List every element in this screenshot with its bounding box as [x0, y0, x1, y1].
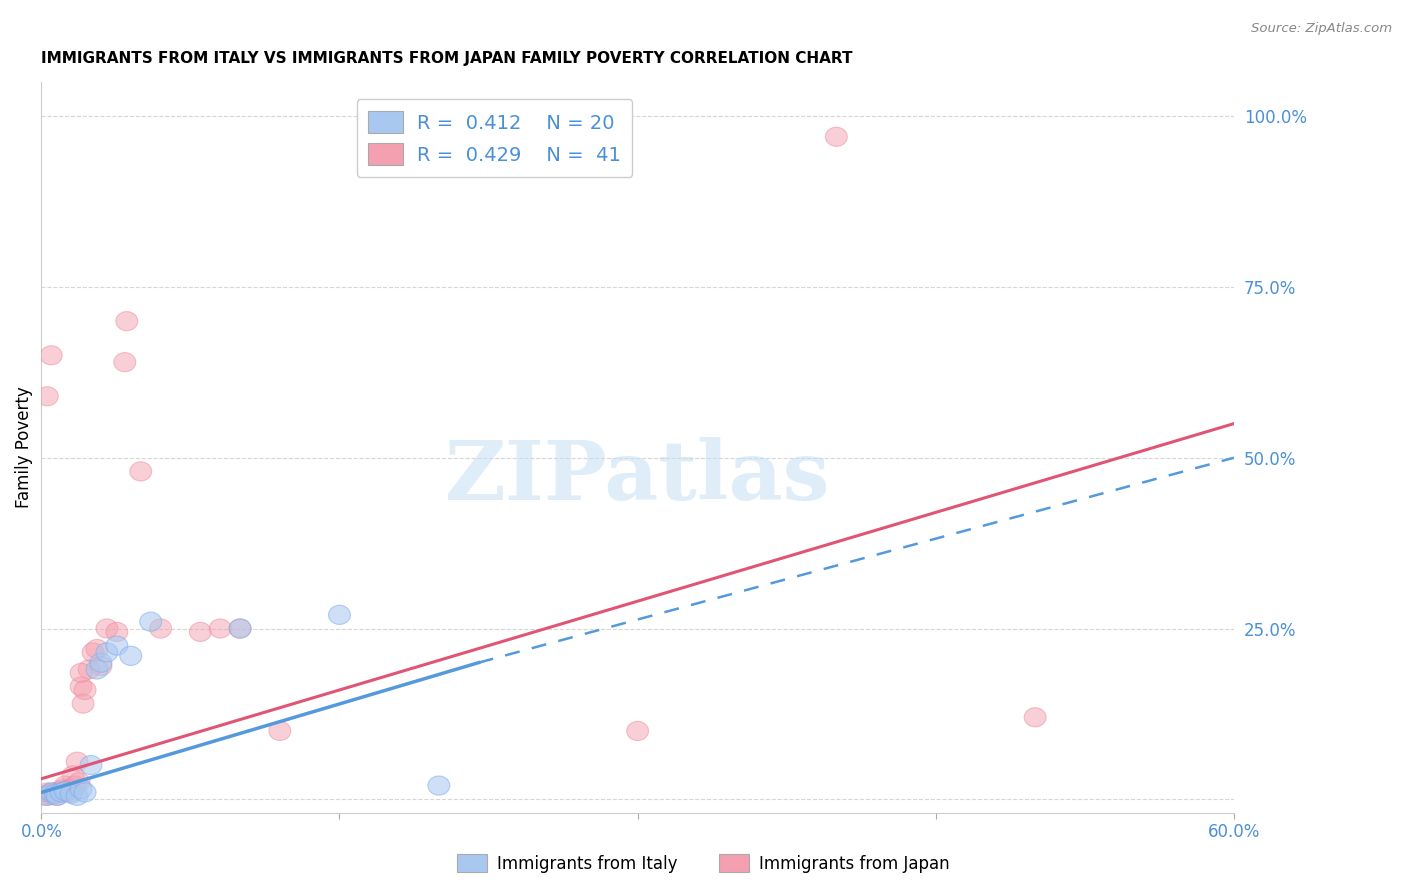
- Ellipse shape: [55, 781, 76, 801]
- Ellipse shape: [105, 636, 128, 655]
- Ellipse shape: [37, 387, 58, 406]
- Ellipse shape: [38, 784, 60, 804]
- Ellipse shape: [149, 619, 172, 638]
- Ellipse shape: [1024, 707, 1046, 727]
- Ellipse shape: [58, 780, 80, 798]
- Ellipse shape: [48, 781, 70, 801]
- Ellipse shape: [129, 462, 152, 481]
- Ellipse shape: [67, 772, 90, 792]
- Ellipse shape: [62, 765, 84, 785]
- Legend: R =  0.412    N = 20, R =  0.429    N =  41: R = 0.412 N = 20, R = 0.429 N = 41: [357, 99, 633, 178]
- Ellipse shape: [139, 612, 162, 632]
- Ellipse shape: [70, 664, 91, 682]
- Ellipse shape: [51, 783, 72, 802]
- Ellipse shape: [114, 352, 136, 372]
- Legend: Immigrants from Italy, Immigrants from Japan: Immigrants from Italy, Immigrants from J…: [450, 847, 956, 880]
- Ellipse shape: [86, 640, 108, 658]
- Ellipse shape: [75, 783, 96, 802]
- Ellipse shape: [96, 619, 118, 638]
- Ellipse shape: [209, 619, 231, 638]
- Ellipse shape: [105, 623, 128, 641]
- Ellipse shape: [41, 786, 62, 805]
- Ellipse shape: [55, 776, 76, 795]
- Y-axis label: Family Poverty: Family Poverty: [15, 386, 32, 508]
- Ellipse shape: [90, 653, 112, 673]
- Ellipse shape: [79, 660, 100, 679]
- Ellipse shape: [46, 786, 67, 805]
- Ellipse shape: [41, 346, 62, 365]
- Ellipse shape: [825, 128, 848, 146]
- Ellipse shape: [82, 643, 104, 662]
- Ellipse shape: [45, 784, 66, 804]
- Ellipse shape: [96, 643, 118, 662]
- Ellipse shape: [46, 786, 67, 805]
- Ellipse shape: [72, 694, 94, 714]
- Ellipse shape: [37, 783, 58, 802]
- Ellipse shape: [34, 786, 56, 805]
- Ellipse shape: [229, 619, 252, 638]
- Ellipse shape: [427, 776, 450, 795]
- Ellipse shape: [45, 784, 66, 804]
- Ellipse shape: [66, 752, 89, 772]
- Ellipse shape: [60, 784, 82, 804]
- Text: ZIPatlas: ZIPatlas: [444, 437, 831, 516]
- Text: Source: ZipAtlas.com: Source: ZipAtlas.com: [1251, 22, 1392, 36]
- Ellipse shape: [65, 776, 86, 795]
- Ellipse shape: [70, 677, 91, 696]
- Ellipse shape: [269, 722, 291, 740]
- Ellipse shape: [120, 647, 142, 665]
- Ellipse shape: [329, 606, 350, 624]
- Ellipse shape: [80, 756, 103, 774]
- Ellipse shape: [90, 657, 112, 675]
- Ellipse shape: [42, 783, 65, 802]
- Ellipse shape: [229, 619, 252, 638]
- Ellipse shape: [190, 623, 211, 641]
- Ellipse shape: [52, 780, 75, 798]
- Ellipse shape: [86, 660, 108, 679]
- Ellipse shape: [60, 783, 82, 802]
- Ellipse shape: [75, 681, 96, 699]
- Ellipse shape: [70, 780, 91, 798]
- Ellipse shape: [627, 722, 648, 740]
- Ellipse shape: [51, 783, 72, 802]
- Text: IMMIGRANTS FROM ITALY VS IMMIGRANTS FROM JAPAN FAMILY POVERTY CORRELATION CHART: IMMIGRANTS FROM ITALY VS IMMIGRANTS FROM…: [41, 51, 853, 66]
- Ellipse shape: [66, 786, 89, 805]
- Ellipse shape: [56, 781, 79, 801]
- Ellipse shape: [41, 783, 62, 802]
- Ellipse shape: [115, 311, 138, 331]
- Ellipse shape: [37, 786, 58, 805]
